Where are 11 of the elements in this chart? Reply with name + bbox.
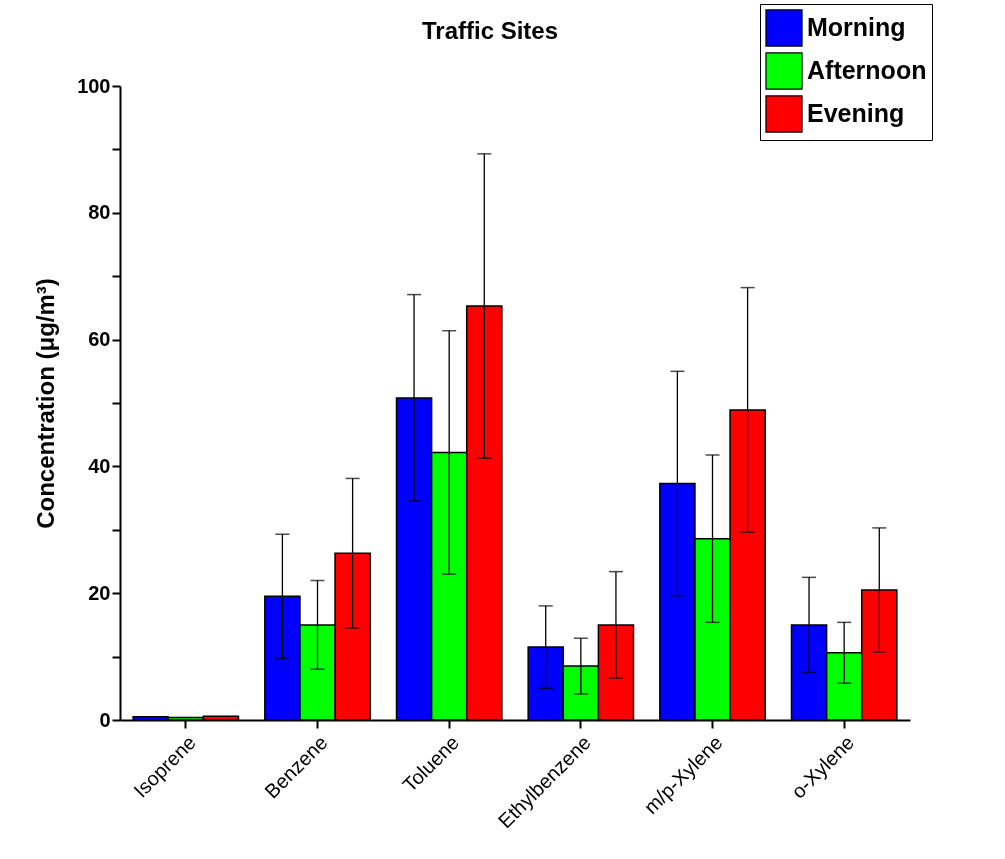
chart-title: Traffic Sites bbox=[421, 16, 559, 44]
y-tick-label: 0 bbox=[99, 708, 111, 731]
y-tick-label: 20 bbox=[88, 581, 111, 604]
y-tick-label: 100 bbox=[77, 74, 111, 97]
y-tick-label: 40 bbox=[88, 454, 111, 477]
legend-label: Morning bbox=[807, 13, 906, 41]
y-axis-title: Concentration (μg/m³) bbox=[32, 278, 60, 529]
legend-label: Evening bbox=[807, 99, 905, 127]
y-tick-label: 60 bbox=[88, 328, 111, 351]
y-tick-label: 80 bbox=[88, 201, 111, 224]
legend-label: Afternoon bbox=[807, 56, 927, 84]
